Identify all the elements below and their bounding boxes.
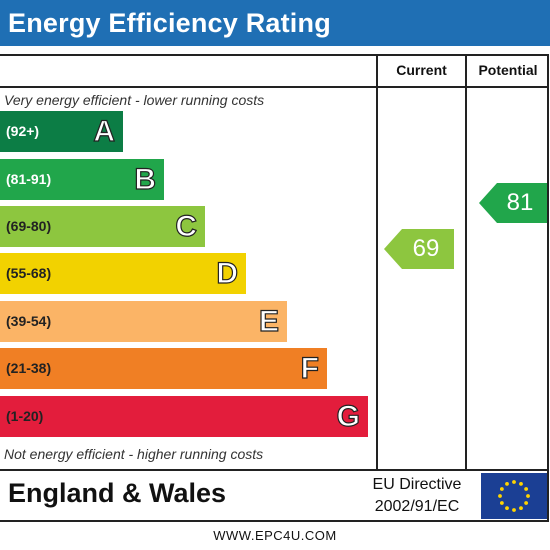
current-column-divider bbox=[376, 54, 378, 470]
band-d: (55-68) D bbox=[0, 253, 246, 294]
flag-star bbox=[512, 508, 516, 512]
band-f: (21-38) F bbox=[0, 348, 327, 389]
rating-frame bbox=[0, 54, 549, 522]
flag-star bbox=[505, 506, 509, 511]
band-letter: G bbox=[336, 399, 361, 433]
country-label: England & Wales bbox=[8, 478, 227, 508]
band-letter: B bbox=[134, 162, 157, 196]
directive-line-2: 2002/91/EC bbox=[374, 498, 460, 515]
band-a: (92+) A bbox=[0, 111, 123, 152]
band-range: (21-38) bbox=[6, 360, 52, 376]
current-rating-value: 69 bbox=[412, 235, 440, 262]
header-divider bbox=[0, 86, 549, 88]
chart-title: Energy Efficiency Rating bbox=[0, 0, 550, 46]
eu-flag-icon bbox=[481, 473, 547, 519]
potential-column-header: Potential bbox=[478, 62, 538, 78]
flag-star bbox=[519, 481, 523, 486]
band-c: (69-80) C bbox=[0, 206, 205, 247]
band-range: (81-91) bbox=[6, 171, 52, 187]
potential-rating-arrow: 81 bbox=[479, 183, 547, 223]
bottom-caption: Not energy efficient - higher running co… bbox=[4, 446, 264, 462]
footer-url: WWW.EPC4U.COM bbox=[213, 528, 337, 543]
top-caption: Very energy efficient - lower running co… bbox=[4, 92, 265, 108]
band-letter: F bbox=[300, 351, 320, 385]
directive-line-1: EU Directive bbox=[372, 476, 462, 493]
current-rating-arrow: 69 bbox=[384, 229, 454, 269]
band-range: (1-20) bbox=[6, 408, 44, 424]
band-range: (55-68) bbox=[6, 265, 52, 281]
flag-star bbox=[512, 480, 516, 484]
arrow-shape bbox=[384, 229, 454, 269]
flag-star bbox=[524, 487, 529, 491]
flag-star bbox=[499, 487, 504, 491]
current-column-header: Current bbox=[396, 62, 447, 78]
band-range: (92+) bbox=[6, 123, 40, 139]
band-range: (39-54) bbox=[6, 313, 52, 329]
potential-rating-value: 81 bbox=[506, 189, 534, 216]
band-letter: D bbox=[216, 256, 239, 290]
flag-star bbox=[526, 494, 530, 498]
band-range: (69-80) bbox=[6, 218, 52, 234]
band-letter: E bbox=[258, 304, 279, 338]
band-e: (39-54) E bbox=[0, 301, 287, 342]
band-g: (1-20) G bbox=[0, 396, 368, 437]
flag-star bbox=[505, 481, 509, 486]
arrow-shape bbox=[479, 183, 547, 223]
footer-divider bbox=[0, 469, 549, 471]
flag-star bbox=[519, 506, 523, 511]
band-b: (81-91) B bbox=[0, 159, 164, 200]
potential-column-divider bbox=[465, 54, 467, 470]
band-letter: A bbox=[93, 114, 116, 148]
flag-star bbox=[498, 494, 502, 498]
flag-star bbox=[499, 501, 504, 505]
band-letter: C bbox=[175, 209, 198, 243]
flag-star bbox=[524, 501, 529, 505]
